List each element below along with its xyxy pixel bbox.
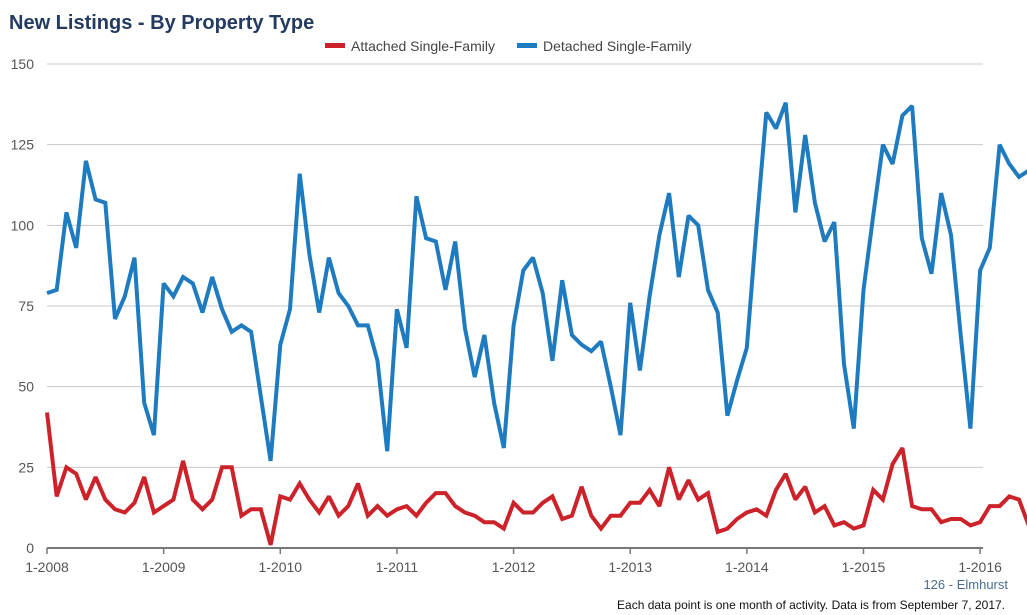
legend-swatch-detached	[517, 43, 537, 48]
x-tick-label: 1-2012	[492, 559, 536, 575]
y-tick-label: 50	[18, 379, 34, 395]
legend-label-detached: Detached Single-Family	[543, 38, 692, 54]
x-axis: 1-2008 1-2009 1-2010 1-2011 1-2012 1-2013 1-20…	[25, 547, 1002, 575]
region-label: 126 - Elmhurst	[923, 577, 1008, 592]
y-tick-label: 25	[18, 459, 34, 475]
x-tick-label: 1-2009	[142, 559, 186, 575]
series-line-detached[interactable]	[46, 77, 1027, 462]
legend-swatch-attached	[325, 43, 345, 48]
y-tick-label: 75	[18, 298, 34, 314]
y-tick-label: 100	[11, 217, 35, 233]
series-line-attached[interactable]	[45, 412, 1027, 546]
x-tick-label: 1-2016	[958, 559, 1002, 575]
legend: Attached Single-Family Detached Single-F…	[325, 38, 692, 54]
x-tick-label: 1-2013	[608, 559, 652, 575]
y-tick-label: 0	[26, 540, 34, 556]
x-tick-label: 1-2011	[376, 559, 419, 575]
legend-item-attached[interactable]: Attached Single-Family	[325, 38, 495, 54]
x-tick-label: 1-2008	[25, 559, 69, 575]
x-tick-label: 1-2010	[258, 559, 302, 575]
gridlines	[47, 63, 983, 468]
plot-area	[45, 77, 1027, 546]
legend-label-attached: Attached Single-Family	[351, 38, 495, 54]
x-tick-label: 1-2014	[725, 559, 769, 575]
y-tick-label: 125	[11, 137, 35, 153]
chart-title: New Listings - By Property Type	[9, 12, 314, 34]
x-tick-label: 1-2015	[842, 559, 886, 575]
y-tick-label: 150	[11, 56, 35, 72]
footnote: Each data point is one month of activity…	[617, 598, 1005, 612]
y-axis: 0 25 50 75 100 125 150	[11, 56, 35, 556]
legend-item-detached[interactable]: Detached Single-Family	[517, 38, 692, 54]
